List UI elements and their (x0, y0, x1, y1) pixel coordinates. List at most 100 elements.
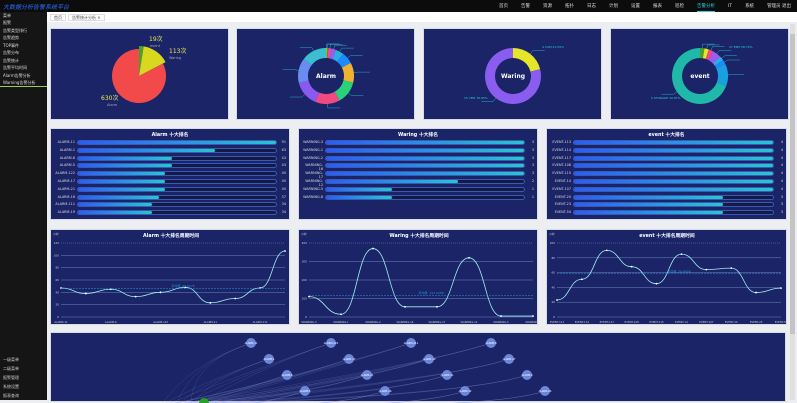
ranking-bar (78, 203, 152, 206)
donut-center-label: Waring (501, 73, 525, 80)
nav-item[interactable]: 资源 (543, 1, 552, 11)
donut-segment[interactable] (299, 80, 319, 101)
tab-alarm-analysis[interactable]: 告警统计分析 × (68, 14, 105, 21)
data-point[interactable] (284, 250, 286, 252)
ranking-track (325, 187, 525, 192)
sidebar-bottom-item[interactable]: 二级菜单 (0, 364, 47, 373)
x-tick-label: EVENT-20 (725, 320, 738, 324)
data-point[interactable] (631, 266, 633, 268)
series-line (309, 249, 533, 317)
data-point[interactable] (532, 315, 534, 317)
ranking-value: 37 (282, 195, 286, 199)
data-point[interactable] (755, 292, 757, 294)
nav-item[interactable]: 设置 (631, 1, 640, 11)
scrollbar[interactable] (790, 24, 795, 400)
nav-item[interactable]: IT (728, 2, 732, 11)
y-axis-label: 小时 (53, 232, 59, 236)
data-point[interactable] (780, 287, 782, 289)
ranking-track (77, 171, 277, 176)
nav-item[interactable]: 系统 (745, 1, 754, 11)
data-point[interactable] (404, 306, 406, 308)
ranking-value: 3 (532, 163, 534, 167)
ranking-track (573, 179, 774, 184)
data-point[interactable] (730, 267, 732, 269)
series-line (61, 251, 285, 303)
data-point[interactable] (656, 283, 658, 285)
graph-node-label: ALARM-19 (423, 357, 436, 361)
tab-home[interactable]: 首页 (50, 14, 66, 21)
nav-item[interactable]: 拓扑 (565, 1, 574, 11)
alarm-donut-panel: Alarm (236, 28, 415, 120)
y-tick-label: 80 (551, 256, 555, 260)
data-point[interactable] (500, 315, 502, 317)
nav-item[interactable]: 日志 (587, 1, 596, 11)
nav-item[interactable]: 首页 (499, 1, 508, 11)
data-point[interactable] (556, 299, 558, 301)
ranking-label: EVENT-50 (549, 210, 571, 214)
sidebar-item[interactable]: 告警分布 (0, 50, 47, 58)
ranking-bar (574, 164, 773, 167)
data-point[interactable] (160, 291, 162, 293)
data-point[interactable] (681, 253, 683, 255)
data-point[interactable] (85, 293, 87, 295)
data-point[interactable] (581, 278, 583, 280)
sidebar-item[interactable]: 告警统计 (0, 57, 47, 65)
graph-node-label: ALARM-27 (503, 357, 516, 361)
x-tick-label: ALARM-111 (253, 320, 268, 324)
ranking-bar (574, 188, 773, 191)
sidebar-item[interactable]: TOP事件 (0, 42, 47, 50)
sidebar-item[interactable]: 告警类型排行 (0, 27, 47, 35)
nav-item[interactable]: 计划 (609, 1, 618, 11)
ranking-bar (326, 149, 524, 152)
graph-node-label: ALARM-8 (485, 341, 497, 345)
y-tick-label: 60 (551, 271, 555, 275)
leader-line (662, 92, 677, 94)
data-point[interactable] (606, 250, 608, 252)
data-point[interactable] (308, 296, 310, 298)
nav-item[interactable]: 告警 (521, 1, 530, 11)
data-point[interactable] (209, 302, 211, 304)
nav-item[interactable]: 管理员 退出 (767, 1, 791, 11)
ranking-bar (326, 196, 392, 199)
ranking-track (325, 171, 525, 176)
data-point[interactable] (234, 298, 236, 300)
sidebar-item[interactable]: 菜单 (0, 12, 47, 20)
nav-item[interactable]: 报表 (653, 1, 662, 11)
sidebar-item[interactable]: 报警 (0, 20, 47, 28)
data-point[interactable] (705, 269, 707, 271)
ranking-track (573, 195, 774, 200)
data-point[interactable] (468, 257, 470, 259)
data-point[interactable] (372, 248, 374, 250)
sidebar-item[interactable]: 告警平均时间 (0, 65, 47, 73)
leader-line (328, 44, 340, 48)
graph-node-root[interactable] (199, 398, 209, 403)
sidebar-bottom-item[interactable]: 报警管理 (0, 373, 47, 382)
ranking-bar (326, 157, 524, 160)
sidebar-item[interactable]: Alarm告警分析 (0, 72, 47, 80)
ranking-track (325, 179, 525, 184)
donut-segment[interactable] (513, 48, 540, 72)
data-point[interactable] (135, 296, 137, 298)
x-tick-label: EVENT-23 (750, 320, 763, 324)
sidebar-item[interactable]: Warning告警分析 (0, 80, 47, 88)
sidebar-bottom-item[interactable]: 系统设置 (0, 382, 47, 391)
leader-line (348, 93, 363, 95)
nav-item[interactable]: 巡检 (675, 1, 684, 11)
ranking-track (325, 140, 525, 145)
data-point[interactable] (340, 313, 342, 315)
scroll-thumb[interactable] (790, 34, 795, 334)
ranking-value: 1 (532, 187, 534, 191)
sidebar-bottom-item[interactable]: 报表查询 (0, 391, 47, 400)
nav-item[interactable]: 告警分析 (697, 1, 715, 12)
ranking-value: 1 (532, 195, 534, 199)
sidebar-bottom-item[interactable]: 一级菜单 (0, 355, 47, 364)
data-point[interactable] (436, 306, 438, 308)
sidebar-item[interactable]: 告警趋势 (0, 35, 47, 43)
